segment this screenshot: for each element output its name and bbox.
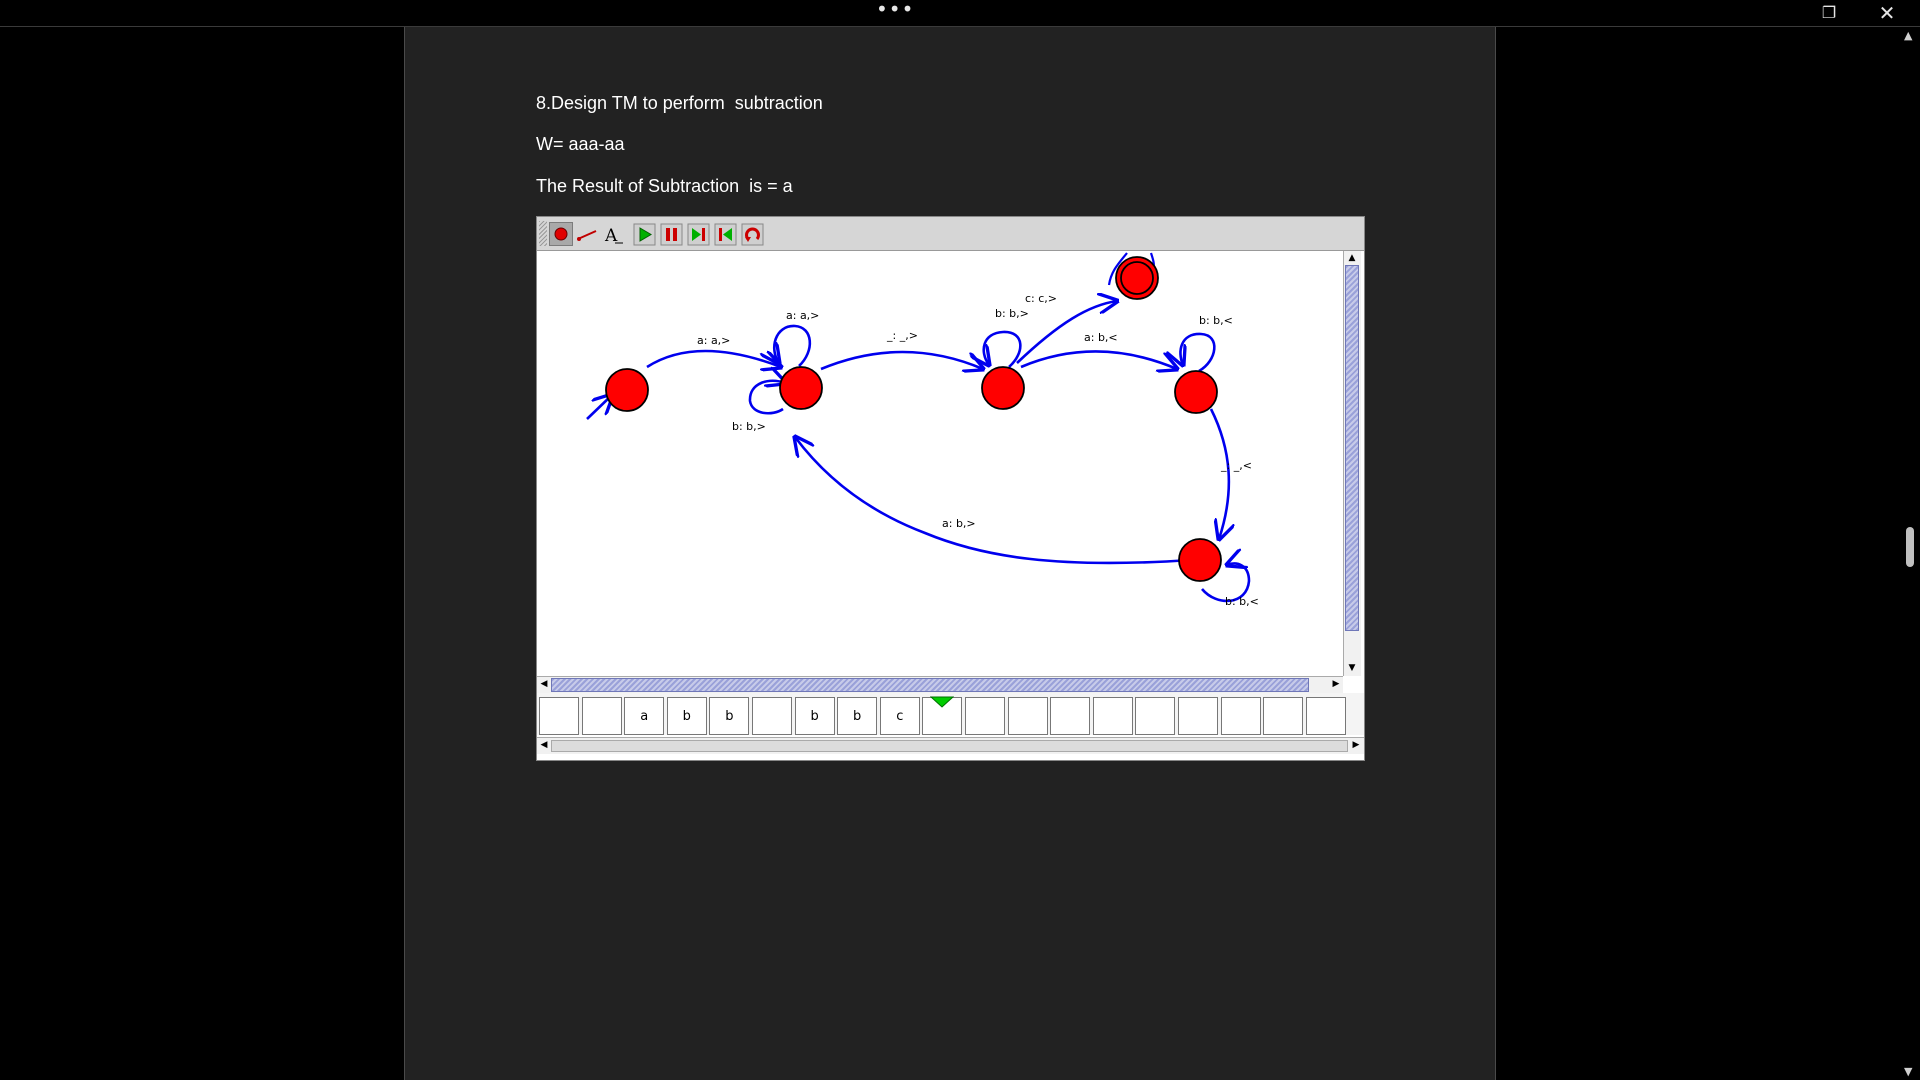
label-q0-q1: a: a,> bbox=[697, 334, 730, 347]
state-q3 bbox=[1174, 370, 1218, 414]
tape-scroll-thumb[interactable] bbox=[551, 740, 1348, 752]
reset-button[interactable] bbox=[740, 222, 764, 246]
tape-cell bbox=[1135, 697, 1176, 735]
tape-cell bbox=[752, 697, 792, 735]
edge-q4-q1 bbox=[795, 437, 1192, 565]
transition-tool-button[interactable] bbox=[575, 222, 599, 246]
label-q1-loop-a: a: a,> bbox=[786, 309, 819, 322]
label-q1-q2: _: _,> bbox=[886, 329, 918, 342]
edge-q2-final bbox=[1016, 301, 1117, 364]
input-string: W= aaa-aa bbox=[536, 134, 625, 154]
restore-button[interactable]: ❐ bbox=[1821, 3, 1837, 22]
tape-cell bbox=[1007, 697, 1048, 735]
label-tool-button[interactable]: A bbox=[601, 222, 625, 246]
scroll-left-arrow[interactable]: ◀ bbox=[540, 679, 548, 689]
tape-cell bbox=[1220, 697, 1261, 735]
horizontal-scroll-thumb[interactable] bbox=[551, 678, 1309, 692]
tape-cell: b bbox=[666, 697, 707, 735]
step-back-button[interactable] bbox=[713, 222, 737, 246]
loop-q1-top bbox=[774, 324, 812, 366]
window-titlebar: ••• ❐ ✕ bbox=[0, 0, 1920, 27]
state-final-inner bbox=[1120, 261, 1154, 295]
reset-icon bbox=[741, 223, 764, 246]
tape-cell bbox=[1305, 697, 1346, 735]
doc-scroll-down[interactable]: ▼ bbox=[1904, 1065, 1913, 1078]
play-icon bbox=[633, 223, 656, 246]
state-q0 bbox=[605, 368, 649, 412]
tape-scrollbar[interactable]: ◀ ▶ bbox=[537, 737, 1364, 754]
step-forward-button[interactable] bbox=[686, 222, 710, 246]
tape-cell bbox=[539, 697, 579, 735]
document-page: 8.Design TM to perform subtraction W= aa… bbox=[404, 27, 1496, 1080]
edge-q0-q1 bbox=[646, 349, 781, 367]
toolbar-grip bbox=[539, 221, 547, 246]
tape-scroll-left[interactable]: ◀ bbox=[540, 740, 548, 750]
doc-scroll-thumb[interactable] bbox=[1906, 527, 1914, 567]
tape-head-marker bbox=[930, 696, 955, 708]
tape-cell bbox=[1263, 697, 1304, 735]
scroll-down-arrow[interactable]: ▼ bbox=[1348, 663, 1356, 673]
state-q2 bbox=[981, 366, 1025, 410]
tape-cell: c bbox=[879, 697, 920, 735]
tape-cell: b bbox=[794, 697, 835, 735]
state-icon bbox=[554, 227, 568, 241]
result-text: The Result of Subtraction is = a bbox=[536, 176, 793, 196]
tape-scroll-right[interactable]: ▶ bbox=[1352, 740, 1360, 750]
turing-machine-diagram: a: a,> a: a,> b: b,> _: _,> b: b,> c: c,… bbox=[586, 252, 1259, 608]
step-back-icon bbox=[714, 223, 737, 246]
edge-q1-q2 bbox=[820, 350, 983, 369]
label-q3-loop: b: b,< bbox=[1199, 314, 1233, 327]
transition-arrow-icon bbox=[577, 230, 597, 241]
label-q4-q1: a: b,> bbox=[942, 517, 976, 530]
document-scrollbar[interactable]: ▲ ▼ bbox=[1900, 27, 1920, 1080]
vertical-scroll-thumb[interactable] bbox=[1345, 265, 1359, 631]
edge-q2-q3 bbox=[1020, 350, 1177, 369]
state-diagram-canvas[interactable]: a: a,> a: a,> b: b,> _: _,> b: b,> c: c,… bbox=[537, 251, 1343, 676]
tape-cell bbox=[1178, 697, 1218, 735]
loop-q3 bbox=[1180, 332, 1216, 373]
question-heading: 8.Design TM to perform subtraction bbox=[536, 93, 823, 113]
close-button[interactable]: ✕ bbox=[1878, 1, 1896, 25]
editor-toolbar: A bbox=[537, 217, 1364, 251]
tape-cell bbox=[1092, 697, 1133, 735]
canvas-vertical-scrollbar[interactable]: ▲ ▼ bbox=[1343, 251, 1361, 676]
more-options-button[interactable]: ••• bbox=[876, 0, 915, 21]
scroll-right-arrow[interactable]: ▶ bbox=[1332, 679, 1340, 689]
loop-q2 bbox=[984, 330, 1022, 367]
tape-cell: b bbox=[709, 697, 750, 735]
jflap-screenshot: A bbox=[536, 216, 1365, 761]
step-forward-icon bbox=[687, 223, 710, 246]
label-q3-q4: _: _,< bbox=[1220, 459, 1252, 472]
tape-cell bbox=[581, 697, 622, 735]
tape-cell: a bbox=[624, 697, 665, 735]
loop-q4 bbox=[1201, 564, 1251, 603]
tape-cell bbox=[965, 697, 1005, 735]
tape-cell: b bbox=[837, 697, 878, 735]
state-q1 bbox=[779, 366, 823, 410]
pause-button[interactable] bbox=[659, 222, 683, 246]
loop-q1-bottom bbox=[748, 381, 785, 415]
tape-cell bbox=[1050, 697, 1091, 735]
label-q2-q3: a: b,< bbox=[1084, 331, 1118, 344]
canvas-horizontal-scrollbar[interactable]: ◀ ▶ bbox=[537, 676, 1343, 693]
label-q1-loop-b: b: b,> bbox=[732, 420, 766, 433]
label-q2-loop: b: b,> bbox=[995, 307, 1029, 320]
svg-text:A: A bbox=[604, 226, 618, 246]
label-q2-final: c: c,> bbox=[1025, 292, 1057, 305]
run-button[interactable] bbox=[632, 222, 656, 246]
state-tool-button[interactable] bbox=[549, 222, 573, 246]
text-a-icon: A bbox=[604, 226, 623, 246]
state-q4 bbox=[1178, 538, 1222, 582]
edge-q3-q4 bbox=[1209, 408, 1229, 539]
scroll-up-arrow[interactable]: ▲ bbox=[1348, 253, 1356, 263]
edge-partial-top bbox=[1107, 252, 1128, 286]
label-q4-loop: b: b,< bbox=[1225, 595, 1259, 608]
pause-icon bbox=[660, 223, 683, 246]
doc-scroll-up[interactable]: ▲ bbox=[1904, 29, 1913, 42]
